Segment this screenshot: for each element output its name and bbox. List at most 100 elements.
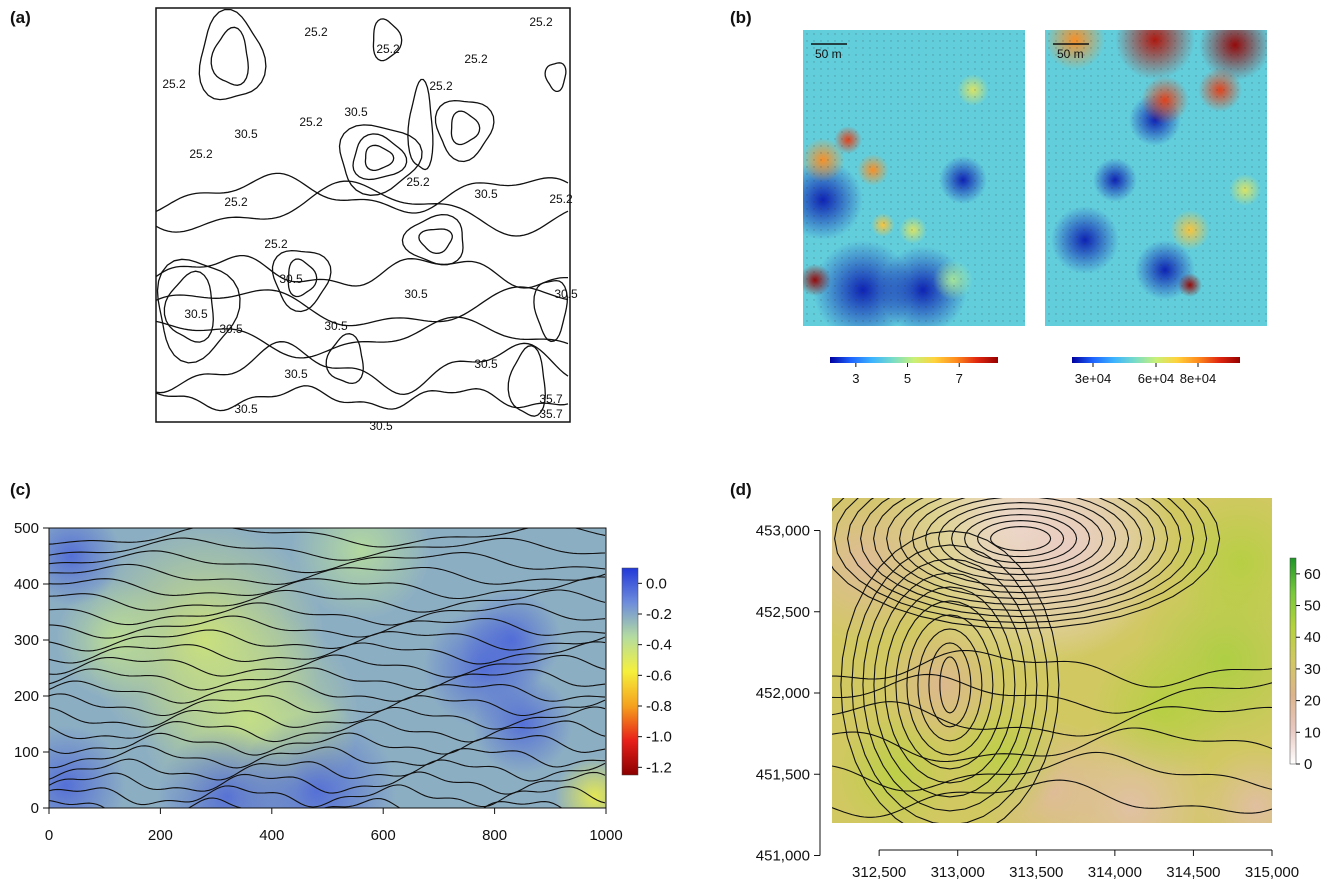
panel-label-c: (c) xyxy=(10,480,31,499)
sample-point xyxy=(1055,124,1057,126)
sample-point xyxy=(967,96,969,98)
sample-point xyxy=(932,103,934,105)
sample-point xyxy=(1090,264,1092,266)
sample-point xyxy=(1237,229,1239,231)
sample-point xyxy=(1153,320,1155,322)
sample-point xyxy=(813,40,815,42)
sample-point xyxy=(911,257,913,259)
sample-point xyxy=(1230,215,1232,217)
sample-point xyxy=(883,236,885,238)
sample-point xyxy=(995,145,997,147)
contour-line xyxy=(155,286,569,327)
sample-point xyxy=(1083,285,1085,287)
sample-point xyxy=(1132,68,1134,70)
sample-point xyxy=(1216,194,1218,196)
sample-point xyxy=(1062,173,1064,175)
sample-point xyxy=(1111,75,1113,77)
sample-point xyxy=(1146,89,1148,91)
sample-point xyxy=(960,131,962,133)
sample-point xyxy=(918,243,920,245)
sample-point xyxy=(848,306,850,308)
sample-point xyxy=(918,54,920,56)
sample-point xyxy=(1132,250,1134,252)
sample-point xyxy=(834,54,836,56)
colorbar-tick-label: -0.6 xyxy=(646,667,672,684)
sample-point xyxy=(1118,131,1120,133)
sample-point xyxy=(911,33,913,35)
sample-point xyxy=(1069,187,1071,189)
sample-point xyxy=(834,110,836,112)
sample-point xyxy=(820,89,822,91)
sample-point xyxy=(869,96,871,98)
sample-point xyxy=(953,47,955,49)
sample-point xyxy=(960,264,962,266)
sample-point xyxy=(1009,285,1011,287)
sample-point xyxy=(995,285,997,287)
sample-point xyxy=(1048,33,1050,35)
sample-point xyxy=(1153,285,1155,287)
sample-point xyxy=(946,243,948,245)
sample-point xyxy=(1009,33,1011,35)
sample-point xyxy=(1146,201,1148,203)
sample-point xyxy=(1023,292,1025,294)
sample-point xyxy=(1083,201,1085,203)
sample-point xyxy=(1258,187,1260,189)
sample-point xyxy=(1083,292,1085,294)
sample-point xyxy=(911,47,913,49)
contour-line xyxy=(832,727,1272,763)
sample-point xyxy=(918,292,920,294)
sample-point xyxy=(1153,61,1155,63)
sample-point xyxy=(939,236,941,238)
sample-point xyxy=(960,89,962,91)
sample-point xyxy=(1230,257,1232,259)
sample-point xyxy=(1265,257,1267,259)
sample-point xyxy=(1258,61,1260,63)
sample-point xyxy=(1002,61,1004,63)
sample-point xyxy=(876,285,878,287)
sample-point xyxy=(1090,124,1092,126)
x-tick-label: 314,000 xyxy=(1088,864,1142,881)
sample-point xyxy=(1195,159,1197,161)
sample-point xyxy=(960,173,962,175)
sample-point xyxy=(1237,292,1239,294)
sample-point xyxy=(946,124,948,126)
sample-point xyxy=(1237,117,1239,119)
sample-point xyxy=(855,75,857,77)
sample-point xyxy=(960,103,962,105)
sample-point xyxy=(918,33,920,35)
sample-point xyxy=(1118,187,1120,189)
sample-point xyxy=(813,236,815,238)
y-tick-label: 400 xyxy=(14,576,39,593)
sample-point xyxy=(827,208,829,210)
contour-line xyxy=(49,550,606,574)
sample-point xyxy=(834,75,836,77)
sample-point xyxy=(876,264,878,266)
sample-point xyxy=(911,145,913,147)
sample-point xyxy=(813,187,815,189)
sample-point xyxy=(1132,236,1134,238)
sample-point xyxy=(925,61,927,63)
sample-point xyxy=(1265,306,1267,308)
sample-point xyxy=(1265,285,1267,287)
sample-point xyxy=(1062,278,1064,280)
sample-point xyxy=(1016,320,1018,322)
sample-point xyxy=(890,173,892,175)
sample-point xyxy=(841,117,843,119)
sample-point xyxy=(988,215,990,217)
sample-point xyxy=(876,271,878,273)
sample-point xyxy=(869,187,871,189)
sample-point xyxy=(869,313,871,315)
sample-point xyxy=(1125,89,1127,91)
sample-point xyxy=(1202,124,1204,126)
sample-point xyxy=(953,131,955,133)
sample-point xyxy=(1083,236,1085,238)
sample-point xyxy=(1181,215,1183,217)
sample-point xyxy=(876,201,878,203)
sample-point xyxy=(1104,166,1106,168)
sample-point xyxy=(897,47,899,49)
sample-point xyxy=(1160,285,1162,287)
sample-point xyxy=(1104,271,1106,273)
sample-point xyxy=(1062,320,1064,322)
sample-point xyxy=(1111,138,1113,140)
sample-point xyxy=(995,292,997,294)
